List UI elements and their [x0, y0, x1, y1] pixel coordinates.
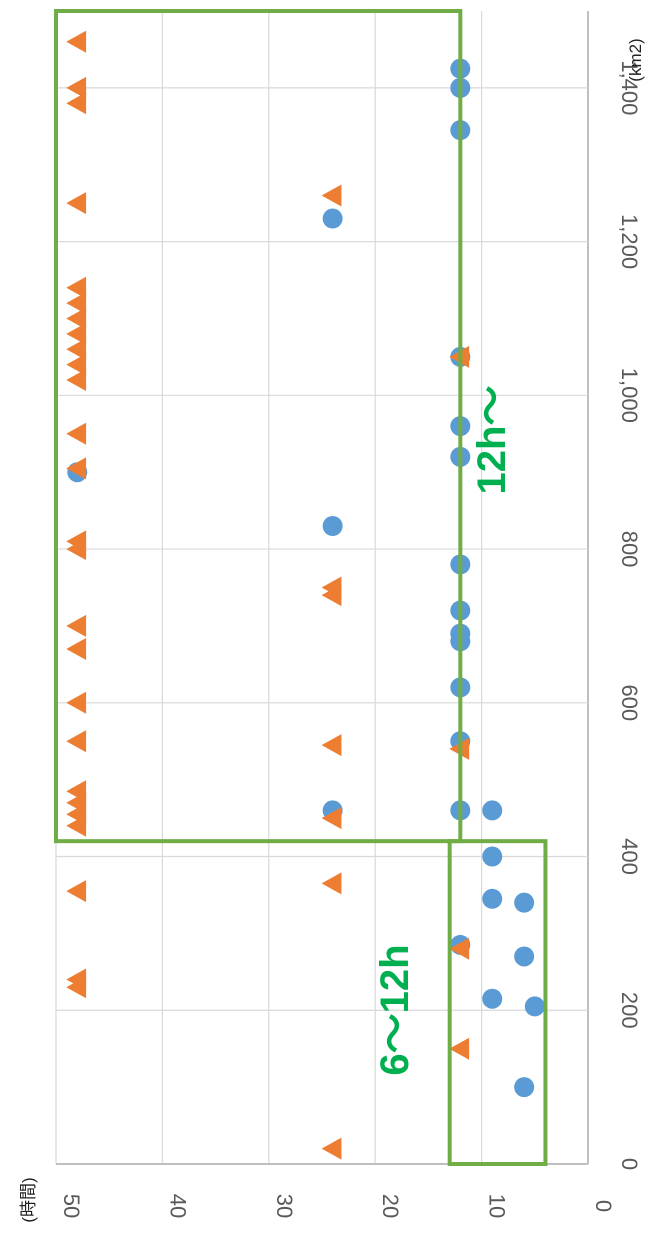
x-tick-label: 400: [617, 838, 642, 875]
circle-marker: [482, 800, 503, 821]
triangle-marker: [66, 338, 87, 361]
x-tick-label: 600: [617, 684, 642, 721]
annotation-boxes: 6～12h 12h～: [54, 9, 548, 1166]
circle-marker: [514, 946, 535, 967]
annotation-box: [447, 839, 548, 1166]
circle-marker: [524, 996, 545, 1017]
circle-marker: [514, 892, 535, 913]
y-tick-label: 10: [485, 1194, 510, 1218]
triangle-marker: [449, 937, 470, 960]
circle-marker: [482, 846, 503, 867]
triangle-marker: [66, 192, 87, 215]
triangle-marker: [66, 353, 87, 376]
x-tick-label: 1,200: [617, 214, 642, 269]
y-tick-label: 30: [272, 1194, 297, 1218]
tick-labels: 0 10 20 30 40 50 0 200 400 600 800 1,000 1,200 1,400: [59, 60, 642, 1218]
triangle-marker: [66, 76, 87, 99]
triangle-marker: [66, 422, 87, 445]
triangle-marker: [321, 576, 342, 599]
triangle-marker: [321, 184, 342, 207]
y-tick-label: 20: [378, 1194, 403, 1218]
triangle-marker: [66, 292, 87, 315]
x-tick-label: 800: [617, 531, 642, 568]
y-unit-label: (時間): [19, 1177, 38, 1222]
y-tick-label: 50: [59, 1194, 84, 1218]
circle-marker: [482, 888, 503, 909]
x-tick-label: 1,400: [617, 60, 642, 115]
triangle-marker: [321, 807, 342, 830]
y-tick-label: 40: [165, 1194, 190, 1218]
x-tick-label: 0: [617, 1158, 642, 1170]
triangle-marker: [66, 368, 87, 391]
triangle-marker: [66, 30, 87, 53]
annotation-label: 6～12h: [373, 944, 417, 1075]
triangle-marker: [321, 1137, 342, 1160]
x-unit-label: (km2): [626, 38, 645, 81]
triangle-marker: [66, 457, 87, 480]
triangle-marker: [66, 276, 87, 299]
triangle-marker: [66, 614, 87, 637]
triangle-marker: [66, 880, 87, 903]
triangle-marker: [321, 734, 342, 757]
triangle-marker: [66, 730, 87, 753]
unit-labels: (km2) (時間): [19, 38, 645, 1222]
triangle-marker: [66, 780, 87, 803]
triangle-marker: [66, 530, 87, 553]
x-tick-label: 1,000: [617, 368, 642, 423]
annotation-box: [54, 9, 463, 844]
circle-marker: [322, 208, 343, 229]
triangle-marker: [321, 872, 342, 895]
y-tick-label: 0: [591, 1200, 616, 1212]
annotation-label: 12h～: [470, 386, 514, 495]
circle-marker: [322, 516, 343, 537]
triangle-marker: [66, 968, 87, 991]
triangle-marker: [66, 691, 87, 714]
triangle-marker: [66, 307, 87, 330]
triangle-marker: [66, 322, 87, 345]
x-tick-label: 200: [617, 992, 642, 1029]
circle-marker: [514, 1077, 535, 1098]
triangle-marker: [66, 92, 87, 115]
triangle-marker: [66, 637, 87, 660]
circle-marker: [482, 988, 503, 1009]
data-markers: [66, 30, 545, 1160]
triangle-marker: [449, 1037, 470, 1060]
